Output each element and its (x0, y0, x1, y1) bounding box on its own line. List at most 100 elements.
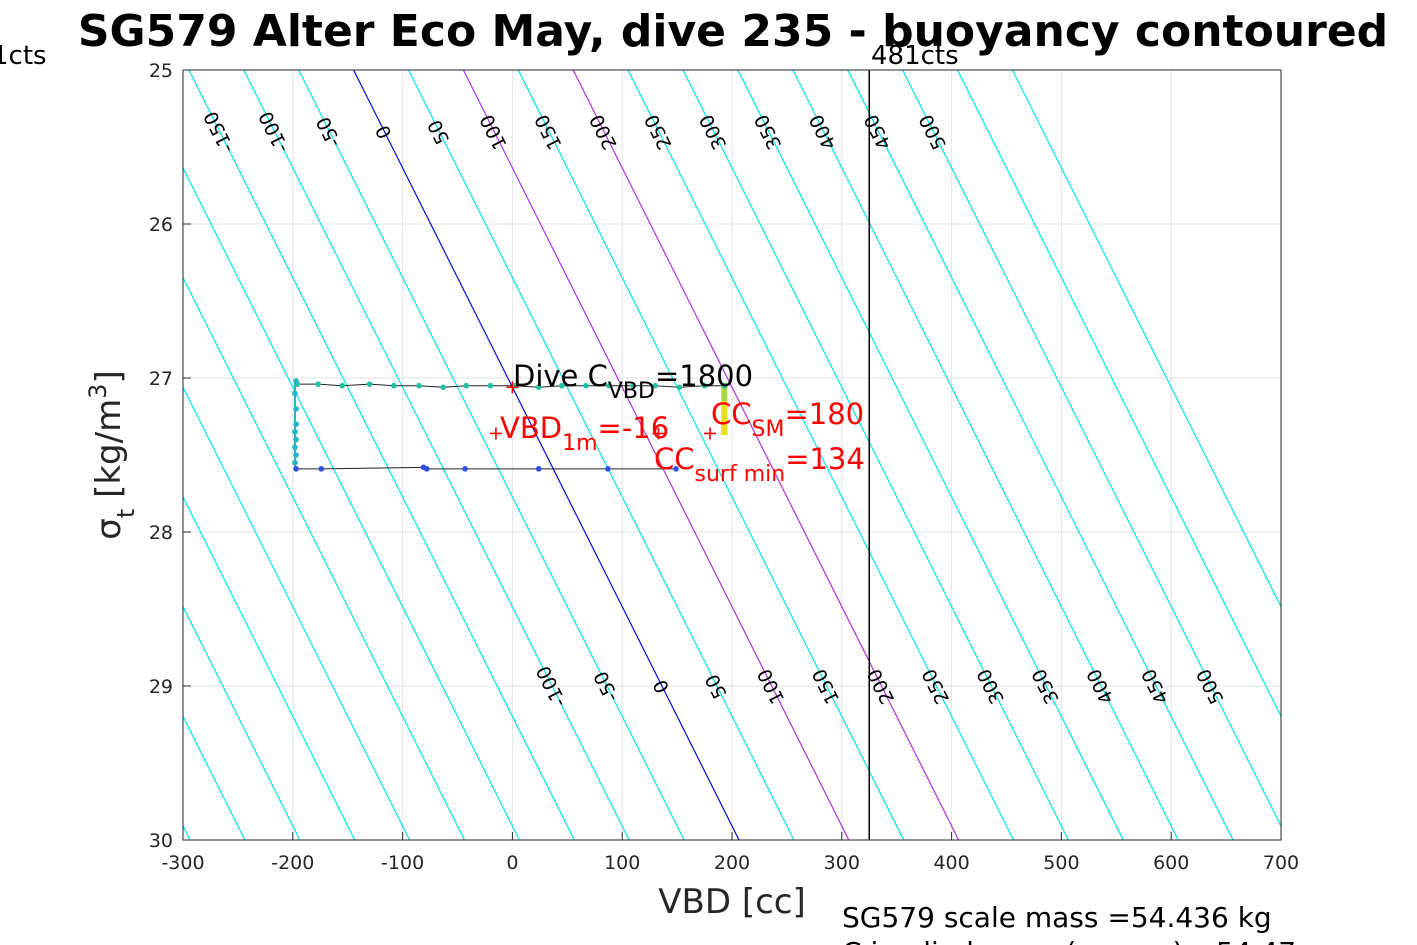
contour-line (0, 39, 96, 871)
red-markers (489, 381, 717, 440)
contour-line (462, 70, 850, 840)
footer-implied-mass: C implied mass (approx) =54.47 (842, 936, 1296, 945)
ascent-point (423, 466, 430, 472)
descent-point (583, 382, 589, 389)
contour-label-top: 0 (371, 121, 396, 142)
x-tick-label: 200 (714, 852, 750, 874)
x-tick-label: 100 (604, 852, 640, 874)
contour-label-bottom: 50 (701, 670, 731, 701)
footer-scale-mass: SG579 scale mass =54.436 kg (842, 901, 1272, 934)
side-point (292, 444, 298, 451)
vbd-1m-annotation: VBD1m=-16 (500, 411, 669, 456)
contour-label-bottom: -50 (590, 667, 624, 705)
descent-point (630, 382, 636, 389)
contour-line (792, 70, 1179, 840)
side-point (293, 421, 299, 428)
contour-line (183, 276, 466, 840)
descent-point (315, 381, 321, 387)
descent-point (701, 382, 708, 389)
contour-label-top: -50 (312, 113, 346, 151)
contour-line (298, 70, 685, 840)
y-axis-ticks: 25 26 27 28 29 30 (149, 60, 191, 852)
contour-line (183, 385, 411, 840)
contour-line (956, 70, 1281, 718)
x-tick-label: -200 (271, 852, 314, 874)
contour-label-top: 100 (476, 111, 512, 153)
ascent-line (296, 466, 677, 470)
y-tick-label: 29 (149, 676, 173, 698)
ascent-point (673, 466, 679, 472)
contour-label-bottom: 0 (649, 676, 674, 697)
x-tick-label: 700 (1263, 852, 1299, 874)
x-tick-label: 0 (506, 852, 518, 874)
red-plus-marker (652, 427, 665, 440)
side-point (293, 436, 299, 443)
contour-label-top: 250 (641, 111, 677, 153)
x-tick-label: -300 (161, 852, 204, 874)
contour-line (682, 70, 1070, 840)
side-point (292, 390, 298, 397)
x-tick-label: 400 (933, 852, 969, 874)
descent-point (487, 382, 494, 389)
x-axis-ticks: -300 -200 -100 0 100 200 300 400 500 600 700 (161, 832, 1299, 874)
grid-lines (183, 70, 1281, 840)
descent-point (559, 382, 565, 389)
contour-line (352, 70, 740, 840)
ascent-point (605, 466, 611, 472)
cc-surf-min-annotation: CCsurf min=134 (654, 442, 865, 487)
left-cts-label: 1cts (0, 41, 47, 71)
y-tick-label: 28 (149, 522, 173, 544)
x-tick-label: 500 (1043, 852, 1079, 874)
contour-line (572, 70, 960, 840)
red-plus-marker (704, 427, 717, 440)
contour-label-top: 300 (695, 111, 731, 153)
red-plus-marker (489, 427, 502, 440)
contour-line (517, 70, 905, 840)
ascent-point (318, 466, 325, 472)
descent-point (535, 384, 542, 391)
side-point (293, 406, 299, 412)
side-point (292, 429, 298, 435)
y-axis-label: σt [kg/m3] (84, 370, 140, 539)
ascent-point (293, 466, 299, 472)
contour-line (627, 70, 1015, 840)
contour-line (901, 70, 1281, 828)
contour-line (183, 495, 356, 840)
contour-label-top: 50 (424, 116, 454, 147)
dive-c-vbd-annotation: Dive CVBD=1800 (513, 359, 753, 404)
x-tick-label: 300 (824, 852, 860, 874)
red-plus-marker (506, 381, 519, 394)
side-point (293, 452, 299, 458)
buoyancy-contours (0, 39, 1281, 871)
y-tick-label: 26 (149, 214, 173, 236)
right-cts-label: 481cts (871, 41, 959, 71)
contour-label-top: 200 (586, 111, 622, 153)
y-tick-label: 27 (149, 368, 173, 390)
y-tick-label: 25 (149, 60, 173, 82)
x-axis-label: VBD [cc] (658, 882, 806, 922)
contour-line (243, 70, 630, 840)
contour-line (183, 166, 521, 840)
chart-title: SG579 Alter Eco May, dive 235 - buoyancy… (78, 6, 1388, 57)
contour-label-top: 500 (915, 111, 951, 153)
descent-point (366, 381, 373, 387)
descent-point (721, 382, 728, 389)
ascent-point (535, 466, 542, 472)
contour-label-top: 350 (750, 111, 786, 153)
contour-line (0, 39, 41, 871)
contour-label-top: -100 (255, 108, 294, 156)
contour-line (183, 714, 246, 840)
contour-line (188, 70, 575, 840)
x-tick-label: -100 (381, 852, 424, 874)
descent-point (339, 382, 346, 389)
contour-label-top: 150 (531, 111, 567, 153)
contour-line (847, 70, 1234, 840)
side-point (292, 459, 298, 466)
contour-label-top: -150 (200, 108, 239, 156)
descent-point (440, 384, 447, 391)
x-tick-label: 600 (1153, 852, 1189, 874)
ascent-point (462, 466, 468, 472)
contour-line (737, 70, 1124, 840)
contour-line (1011, 70, 1281, 608)
